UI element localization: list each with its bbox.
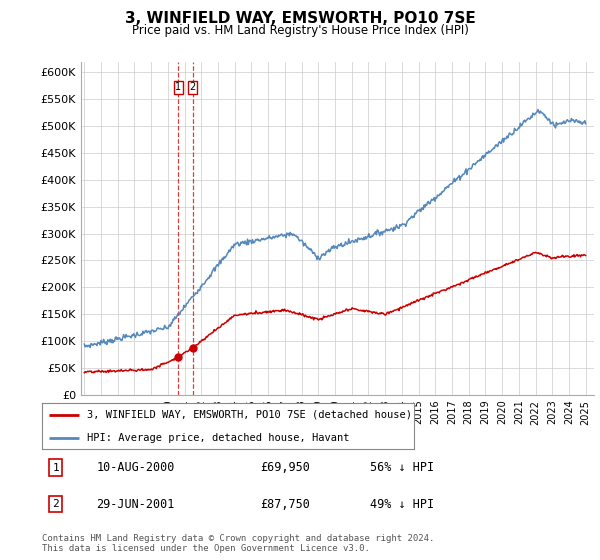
Text: 3, WINFIELD WAY, EMSWORTH, PO10 7SE (detached house): 3, WINFIELD WAY, EMSWORTH, PO10 7SE (det…	[86, 410, 412, 419]
Text: 56% ↓ HPI: 56% ↓ HPI	[370, 461, 434, 474]
Text: 3, WINFIELD WAY, EMSWORTH, PO10 7SE: 3, WINFIELD WAY, EMSWORTH, PO10 7SE	[125, 11, 475, 26]
Text: 29-JUN-2001: 29-JUN-2001	[97, 497, 175, 511]
Text: 2: 2	[190, 82, 196, 92]
Text: 1: 1	[175, 82, 181, 92]
Text: 1: 1	[52, 463, 59, 473]
Text: Contains HM Land Registry data © Crown copyright and database right 2024.
This d: Contains HM Land Registry data © Crown c…	[42, 534, 434, 553]
Text: 10-AUG-2000: 10-AUG-2000	[97, 461, 175, 474]
Text: Price paid vs. HM Land Registry's House Price Index (HPI): Price paid vs. HM Land Registry's House …	[131, 24, 469, 37]
Text: 49% ↓ HPI: 49% ↓ HPI	[370, 497, 434, 511]
Text: HPI: Average price, detached house, Havant: HPI: Average price, detached house, Hava…	[86, 433, 349, 442]
Text: £69,950: £69,950	[260, 461, 310, 474]
Text: £87,750: £87,750	[260, 497, 310, 511]
Text: 2: 2	[52, 499, 59, 509]
